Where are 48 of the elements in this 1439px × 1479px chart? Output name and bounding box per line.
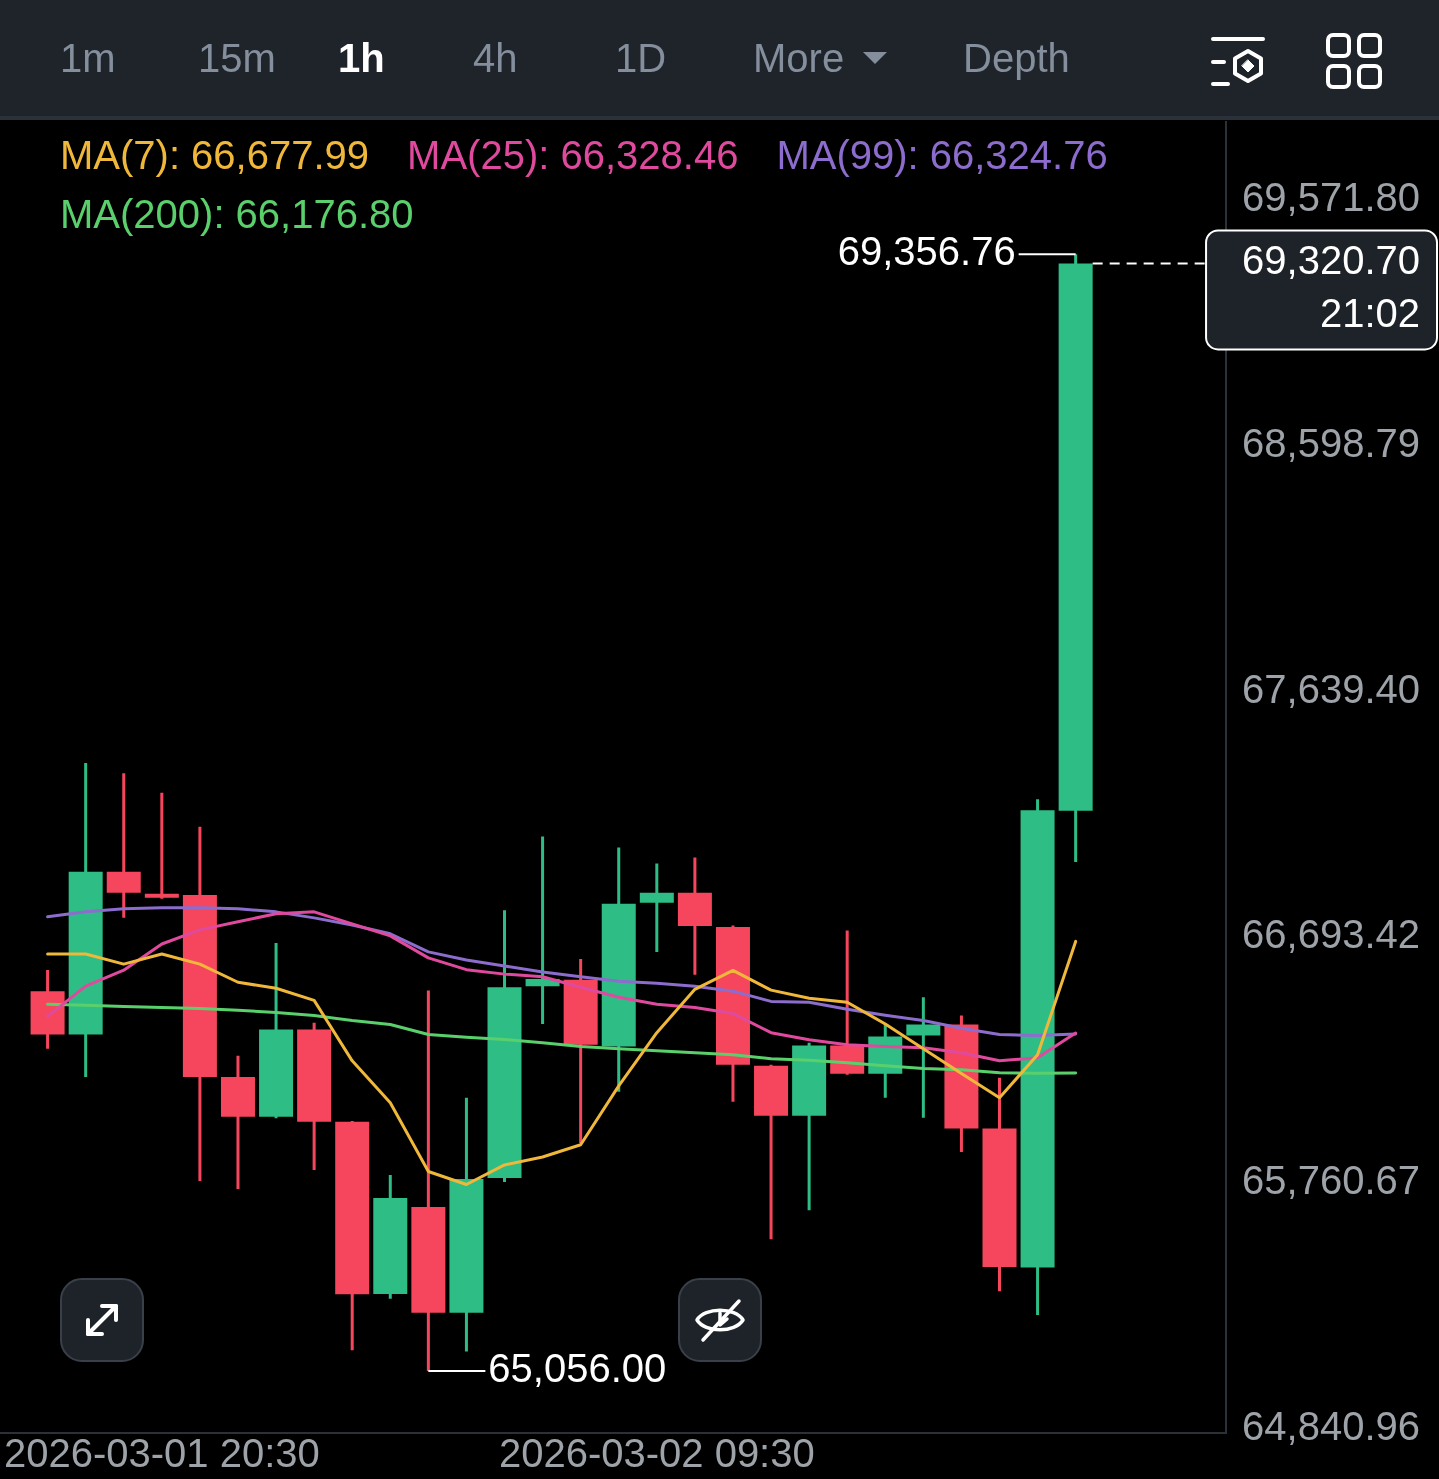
text: 1m — [60, 35, 116, 82]
candlestick — [754, 1064, 789, 1240]
candlestick — [259, 942, 294, 1119]
x-tick-label: 2026-03-01 20:30 — [3, 1431, 320, 1476]
candlestick — [906, 997, 941, 1118]
text: MA(200): 66,176.80 — [60, 191, 414, 238]
candlestick — [144, 792, 179, 899]
text: 4h — [473, 35, 518, 82]
y-tick-label: 68,598.79 — [1242, 421, 1420, 466]
y-tick-label: 67,639.40 — [1242, 666, 1420, 711]
candlestick — [106, 773, 141, 918]
candlestick — [563, 958, 598, 1143]
candlestick — [373, 1174, 408, 1299]
candlestick — [639, 863, 674, 953]
text: 1h — [338, 35, 385, 82]
candlestick — [411, 990, 446, 1371]
candlestick — [30, 969, 65, 1049]
candlestick — [68, 763, 103, 1077]
text: 1D — [615, 35, 667, 82]
y-tick-label: 69,571.80 — [1242, 175, 1420, 220]
text: More — [753, 35, 845, 82]
annotation: 69,356.76 — [837, 229, 1016, 274]
x-tick-label: 2026-03-02 09:30 — [498, 1431, 815, 1476]
candlestick — [487, 910, 522, 1182]
text: 15m — [198, 35, 276, 82]
candlestick — [792, 1042, 827, 1211]
candlestick — [449, 1097, 484, 1352]
candlestick — [982, 1077, 1017, 1292]
candlestick — [715, 925, 750, 1102]
ref-line-label: 69,320.70 — [1242, 238, 1420, 283]
candlestick — [601, 847, 636, 1092]
candlestick — [335, 1120, 370, 1351]
text: MA(25): 66,328.46 — [407, 132, 739, 179]
candlestick — [677, 857, 712, 975]
candlestick — [182, 826, 217, 1182]
candlestick — [1058, 254, 1093, 863]
y-tick-label: 64,840.96 — [1242, 1403, 1420, 1448]
text: Depth — [963, 35, 1070, 82]
candlestick — [220, 1055, 255, 1190]
annotation: 65,056.00 — [488, 1345, 667, 1390]
candlestick — [1020, 799, 1055, 1316]
text: MA(7): 66,677.99 — [60, 132, 370, 179]
text: MA(99): 66,324.76 — [776, 132, 1108, 179]
candlestick — [525, 836, 560, 1024]
text: 21:02 — [1319, 291, 1420, 336]
candlestick — [297, 1022, 332, 1170]
y-tick-label: 65,760.67 — [1242, 1158, 1420, 1203]
y-tick-label: 66,693.42 — [1242, 912, 1420, 957]
